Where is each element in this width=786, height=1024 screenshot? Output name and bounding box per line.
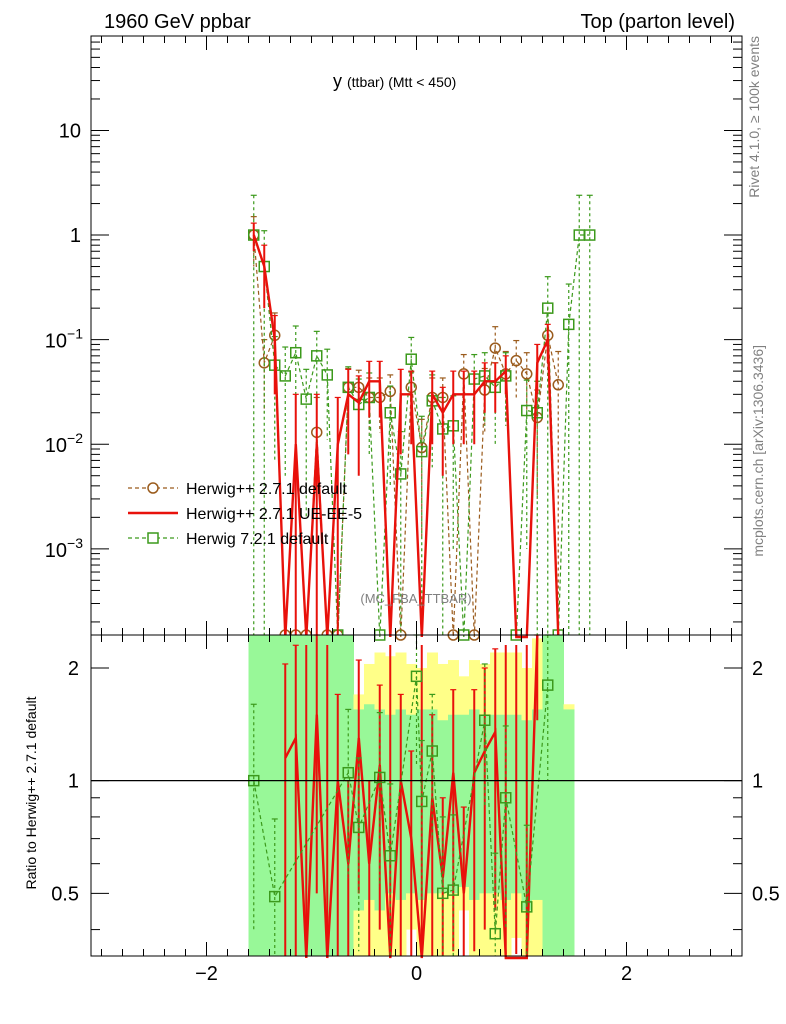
ratio-axes: 2 2 1 1 0.5 0.5 −2 0 2 xyxy=(51,635,780,985)
ratio-data-point xyxy=(374,771,386,784)
series-line-herwigpp_ueee5 xyxy=(252,234,560,639)
series-line-herwigpp_default xyxy=(253,234,559,638)
ratio-data-point xyxy=(489,927,501,940)
legend-label: Herwig++ 2.7.1 UE-EE-5 xyxy=(186,506,362,523)
main-title-sub: (ttbar) (Mtt < 450) xyxy=(347,74,456,90)
main-ytick-label: 1 xyxy=(70,225,81,247)
main-ytick-label: 10−1 xyxy=(45,326,83,353)
ratio-data-point xyxy=(542,679,554,691)
header-left: 1960 GeV ppbar xyxy=(104,11,251,33)
legend: Herwig++ 2.7.1 default Herwig++ 2.7.1 UE-… xyxy=(128,481,362,548)
band-green xyxy=(458,714,470,887)
band-green xyxy=(553,635,564,956)
ratio-ytick-label-left: 1 xyxy=(68,771,79,793)
legend-marker xyxy=(147,532,159,544)
ratio-ytick-label-right: 0.5 xyxy=(752,883,780,905)
header-right: Top (parton level) xyxy=(580,11,735,33)
data-point xyxy=(542,302,554,314)
legend-label: Herwig++ 2.7.1 default xyxy=(186,481,348,498)
data-point xyxy=(311,350,323,362)
ratio-xtick-label: 0 xyxy=(411,963,422,985)
data-point xyxy=(290,346,302,359)
ratio-xtick-label: −2 xyxy=(195,963,218,985)
ratio-line-herwigpp_ueee5 xyxy=(284,634,539,960)
ratio-ylabel: Ratio to Herwig++ 2.7.1 default xyxy=(23,696,39,889)
data-point xyxy=(395,468,407,480)
main-ytick-label: 10 xyxy=(59,120,81,142)
legend-marker xyxy=(147,482,159,494)
series-herwig7 xyxy=(248,194,596,641)
data-point xyxy=(384,406,396,419)
main-ytick-label: 10−2 xyxy=(45,430,83,457)
ratio-xtick-label: 2 xyxy=(621,963,632,985)
ratio-data-point xyxy=(447,884,459,896)
ratio-data-point xyxy=(521,901,533,913)
data-point xyxy=(279,370,291,382)
data-point xyxy=(521,368,533,380)
band-green xyxy=(563,709,575,956)
band-green xyxy=(269,635,281,956)
ratio-ytick-label-left: 0.5 xyxy=(51,883,79,905)
ratio-ytick-label-right: 1 xyxy=(752,771,763,793)
ratio-panel: 2 2 1 1 0.5 0.5 −2 0 2 Ratio to Herwig++ 2.7.1 d… xyxy=(23,634,780,985)
data-point xyxy=(300,393,312,405)
main-axes: 10 1 10−1 10−2 10−3 xyxy=(45,35,742,635)
ratio-data-point xyxy=(269,890,281,903)
ratio-series-herwig7 xyxy=(248,634,554,956)
ratio-data-point xyxy=(416,795,428,808)
legend-label: Herwig 7.2.1 default xyxy=(186,531,329,548)
data-point xyxy=(584,229,596,241)
ratio-line-herwig7 xyxy=(253,676,549,934)
mcplots-label: mcplots.cern.ch [arXiv:1306.3436] xyxy=(750,345,766,557)
ratio-data-point xyxy=(410,670,423,683)
ratio-data-point xyxy=(384,849,396,862)
ratio-data-point xyxy=(353,821,365,834)
ratio-ytick-label-left: 2 xyxy=(68,658,79,680)
data-point xyxy=(563,318,575,331)
data-point xyxy=(405,353,417,365)
data-point xyxy=(531,406,543,419)
ratio-frame xyxy=(90,634,743,957)
ratio-data-point xyxy=(426,745,438,757)
data-point xyxy=(552,379,564,391)
ratio-data-point xyxy=(479,714,491,727)
analysis-watermark: (MC_FBA_TTBAR) xyxy=(360,591,471,606)
rivet-version-label: Rivet 4.1.0, ≥ 100k events xyxy=(746,36,762,198)
series-herwigpp_ueee5 xyxy=(250,222,560,639)
data-point xyxy=(416,445,428,458)
data-point xyxy=(321,369,333,381)
ratio-ytick-label-right: 2 xyxy=(752,658,763,680)
band-green xyxy=(259,635,270,956)
main-ytick-label: 10−3 xyxy=(45,535,83,562)
band-green xyxy=(542,635,554,956)
main-title: y xyxy=(333,71,342,91)
data-point xyxy=(510,354,522,367)
ratio-data-point xyxy=(500,792,512,804)
band-green xyxy=(532,709,543,900)
main-curves xyxy=(248,194,596,641)
data-point xyxy=(489,342,501,354)
ratio-data-point xyxy=(342,766,354,779)
main-panel: 10 1 10−1 10−2 10−3 y (ttbar) (Mtt < 450) (M… xyxy=(45,35,743,641)
